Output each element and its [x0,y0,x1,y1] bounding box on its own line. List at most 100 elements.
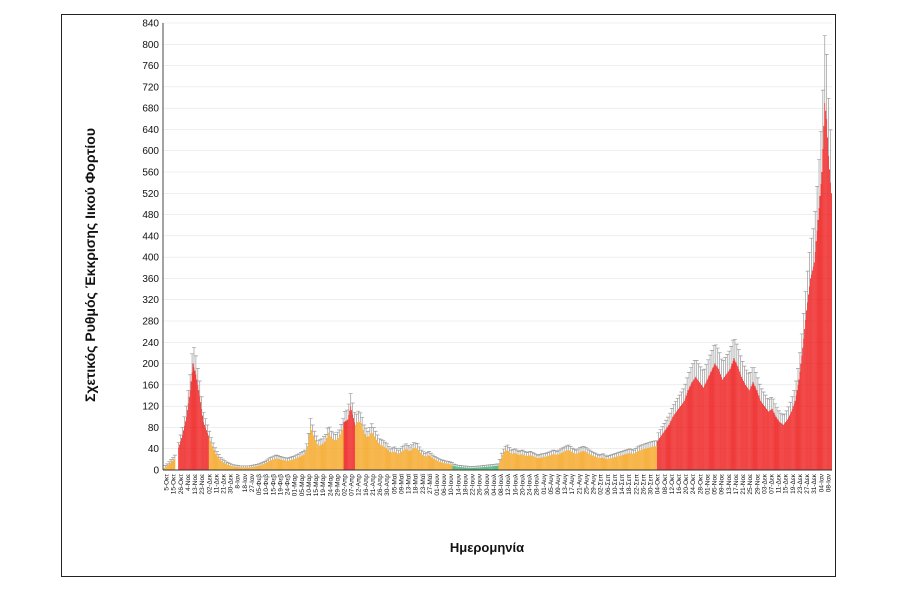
bar [468,467,470,470]
error-bar [532,452,537,457]
bar [633,454,635,470]
bar [575,454,577,470]
bar [597,457,599,470]
bar [550,455,551,470]
error-bar [165,463,170,466]
bar [186,410,188,470]
error-bar [337,429,342,438]
error-bar [813,211,818,252]
bar [505,450,506,470]
bar [372,433,374,470]
x-tick-label: 15-Δεκ [783,473,790,494]
bar [346,420,348,470]
bar [723,378,724,470]
error-bar [537,454,542,458]
bar [779,422,781,470]
bar [443,463,445,470]
error-bar [671,404,676,416]
error-bar [666,416,671,427]
bar [805,319,807,470]
bar [444,463,446,470]
error-bar [509,449,514,455]
y-tick-label: 160 [142,380,159,391]
bar [290,460,291,470]
bar [469,467,471,470]
bar [515,453,517,470]
error-bar [727,350,732,371]
bar [199,395,201,470]
bar [378,442,379,470]
error-bar [251,464,256,467]
error-bar [547,451,552,456]
bar [319,445,321,470]
bar [623,454,625,470]
error-bar [302,449,307,455]
bar [415,448,417,470]
bar [340,432,342,470]
bar [804,328,806,470]
bar [831,193,832,471]
bar [472,467,474,470]
bar [266,462,268,470]
bar [594,456,595,470]
error-bar [717,352,722,372]
error-bar [394,448,399,453]
x-tick-label: 19-Φεβ [277,474,284,495]
error-bar [272,455,277,459]
bar [357,421,359,470]
error-bar [820,89,825,149]
error-bar [797,352,802,372]
y-tick-label: 80 [148,423,160,434]
bar [388,450,390,470]
bar [645,448,647,470]
error-bar [583,447,588,452]
error-bar [197,380,202,396]
bar [406,449,408,470]
bar [171,461,173,470]
bar [559,453,561,470]
bar [239,467,241,470]
bar [636,452,637,470]
x-tick-label: 4-Νοε [185,474,192,491]
bar [405,448,407,470]
bar [596,457,598,470]
error-bar [373,430,378,439]
x-tick-label: 09-Αυγ [555,473,562,494]
bar [685,395,687,470]
x-tick-label: 25-Νοε [747,474,754,495]
bar [241,467,243,470]
bar [510,454,512,470]
bar [246,467,247,470]
bar [432,458,434,470]
bar [361,426,363,470]
error-bar [591,451,596,456]
bar [206,430,207,470]
y-tick-label: 560 [142,168,159,179]
bar [200,402,202,470]
bar [606,459,608,470]
bar [380,445,382,470]
error-bar [574,449,579,455]
bar [622,454,624,470]
bar [657,440,658,470]
bar [649,447,651,470]
error-bar [172,454,177,459]
bar [174,458,176,470]
bar [695,376,697,471]
x-tick-label: 05-Αυγ [548,473,555,494]
x-tick-label: 29-Αυγ [591,473,598,494]
bar [460,467,462,470]
error-bar [776,410,781,421]
bar [788,415,790,470]
y-tick-label: 360 [142,274,159,285]
x-tick-label: 01-Ιουν [434,474,441,496]
bar [688,388,690,470]
bar [617,456,619,470]
error-bar [415,443,420,449]
bar [307,446,309,470]
error-bar [513,448,518,453]
bar [355,424,356,470]
bar [404,449,406,470]
bar [277,458,279,470]
bar [285,460,287,470]
